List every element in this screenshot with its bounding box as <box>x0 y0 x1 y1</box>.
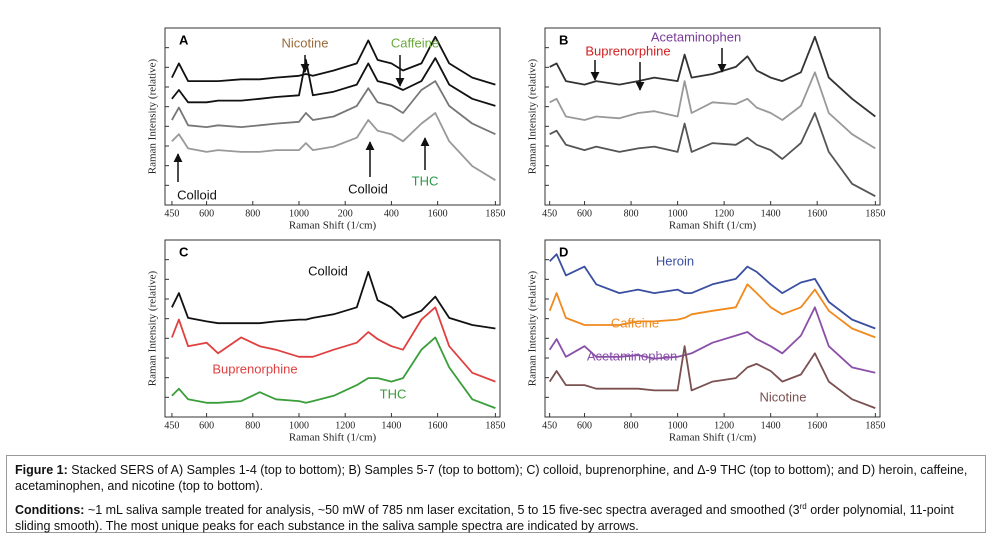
y-axis-label: Raman Intensity (relative) <box>527 270 539 386</box>
conditions-text: order polynomial, 11-point sliding smoot… <box>15 503 954 534</box>
x-tick-label: 600 <box>199 208 214 219</box>
spectrum-line <box>171 80 496 136</box>
x-tick-label: 600 <box>199 420 214 431</box>
annotation: Caffeine <box>391 35 439 50</box>
plot-frame <box>544 239 881 418</box>
annotation: Buprenorphine <box>585 43 670 58</box>
plot-frame <box>164 239 501 418</box>
x-tick-label: 600 <box>577 208 592 219</box>
conditions-label: Conditions: <box>15 503 85 518</box>
x-tick-label: 1000 <box>289 420 309 431</box>
conditions: Conditions: ~1 mL saliva sample treated … <box>15 499 977 534</box>
x-tick-label: 1850 <box>485 208 505 219</box>
spectrum-line <box>171 112 496 181</box>
series-label: Heroin <box>656 253 694 268</box>
x-axis-label: Raman Shift (1/cm) <box>669 220 757 232</box>
spectrum-line <box>549 112 876 197</box>
x-tick-label: 1000 <box>668 208 688 219</box>
spectrum-line <box>171 271 496 330</box>
annotation: Nicotine <box>282 35 329 50</box>
spectrum-line <box>171 57 496 107</box>
x-tick-label: 1600 <box>807 208 827 219</box>
figure-caption: Figure 1: Stacked SERS of A) Samples 1-4… <box>15 462 977 494</box>
annotation: Colloid <box>177 187 217 202</box>
spectrum-line <box>549 35 876 118</box>
y-axis-label: Raman Intensity (relative) <box>527 58 539 174</box>
panel-label: B <box>559 32 568 47</box>
spectrum-line <box>548 345 876 409</box>
x-axis-label: Raman Shift (1/cm) <box>289 220 377 232</box>
panel-label: D <box>559 244 568 259</box>
figure: A 450 600 800 1000 200 400 1600 1850 Raman Shift … <box>147 27 885 444</box>
x-tick-label: 1400 <box>761 208 781 219</box>
spectrum-line <box>549 71 876 150</box>
plot-frame <box>164 27 501 206</box>
spectrum-line <box>548 283 876 339</box>
x-tick-label: 800 <box>245 420 260 431</box>
x-tick-label: 800 <box>624 420 639 431</box>
panel-label: A <box>179 32 189 47</box>
annotation: Acetaminophen <box>651 29 741 44</box>
x-tick-label: 450 <box>542 208 557 219</box>
series-label: Buprenorphine <box>212 361 297 376</box>
spectrum-line <box>549 253 876 330</box>
conditions-text: ~1 mL saliva sample treated for analysis… <box>84 503 800 518</box>
series-label: Acetaminophen <box>587 348 677 363</box>
annotation: THC <box>412 173 439 188</box>
x-tick-label: 1000 <box>289 208 309 219</box>
x-tick-label: 400 <box>384 208 399 219</box>
x-tick-label: 450 <box>542 420 557 431</box>
x-tick-label: 1200 <box>335 420 355 431</box>
caption: Figure 1: Stacked SERS of A) Samples 1-4… <box>6 455 986 533</box>
x-tick-label: 800 <box>245 208 260 219</box>
x-tick-label: 1850 <box>485 420 505 431</box>
x-tick-label: 1600 <box>428 208 448 219</box>
x-tick-label: 1850 <box>865 420 885 431</box>
series-label: Nicotine <box>760 389 807 404</box>
x-tick-label: 1850 <box>865 208 885 219</box>
figure-label: Figure 1: <box>15 463 68 477</box>
panel-label: C <box>179 244 189 259</box>
series-label: Caffeine <box>611 315 659 330</box>
x-tick-label: 450 <box>164 208 179 219</box>
figure-text: Stacked SERS of A) Samples 1-4 (top to b… <box>15 463 968 493</box>
x-tick-label: 800 <box>624 208 639 219</box>
x-tick-label: 1400 <box>381 420 401 431</box>
x-tick-label: 600 <box>577 420 592 431</box>
spectrum-line <box>548 306 876 374</box>
x-tick-label: 1200 <box>714 208 734 219</box>
x-tick-label: 1000 <box>668 420 688 431</box>
series-label: THC <box>380 386 407 401</box>
spectrum-line <box>171 306 496 383</box>
series-label: Colloid <box>308 263 348 278</box>
x-axis-label: Raman Shift (1/cm) <box>289 432 377 444</box>
superscript: rd <box>799 502 807 511</box>
y-axis-label: Raman Intensity (relative) <box>147 270 159 386</box>
x-tick-label: 1400 <box>761 420 781 431</box>
annotation: Colloid <box>348 181 388 196</box>
plot-frame <box>544 27 881 206</box>
x-tick-label: 1600 <box>807 420 827 431</box>
x-tick-label: 200 <box>338 208 353 219</box>
x-tick-label: 450 <box>164 420 179 431</box>
spectrum-line <box>171 35 496 86</box>
x-tick-label: 1200 <box>714 420 734 431</box>
x-axis-label: Raman Shift (1/cm) <box>669 432 757 444</box>
x-tick-label: 1600 <box>428 420 448 431</box>
spectrum-line <box>171 336 496 409</box>
y-axis-label: Raman Intensity (relative) <box>147 58 159 174</box>
